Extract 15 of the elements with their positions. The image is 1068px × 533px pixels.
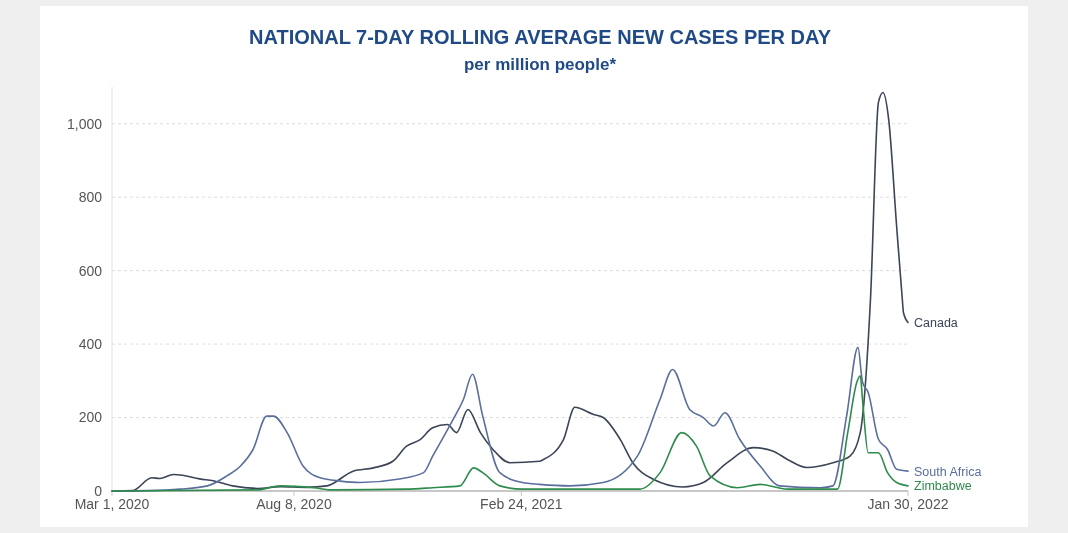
y-tick-label: 400 — [78, 335, 103, 352]
chart-subtitle: per million people* — [463, 55, 617, 74]
y-tick-label: 800 — [78, 189, 103, 206]
series-label: Zimbabwe — [914, 479, 972, 494]
x-tick-label: Aug 8, 2020 — [256, 496, 332, 512]
chart-title: NATIONAL 7-DAY ROLLING AVERAGE NEW CASES PER DAY — [249, 26, 832, 48]
series-label: South Africa — [914, 464, 982, 479]
y-tick-label: 600 — [78, 262, 103, 279]
x-tick-label: Feb 24, 2021 — [480, 496, 563, 512]
y-tick-label: 200 — [78, 409, 103, 426]
y-tick-label: 0 — [94, 482, 103, 499]
x-tick-label: Jan 30, 2022 — [867, 496, 949, 512]
series-label: Canada — [914, 315, 958, 330]
y-tick-label: 1,000 — [66, 115, 103, 132]
x-tick-label: Mar 1, 2020 — [74, 496, 150, 512]
